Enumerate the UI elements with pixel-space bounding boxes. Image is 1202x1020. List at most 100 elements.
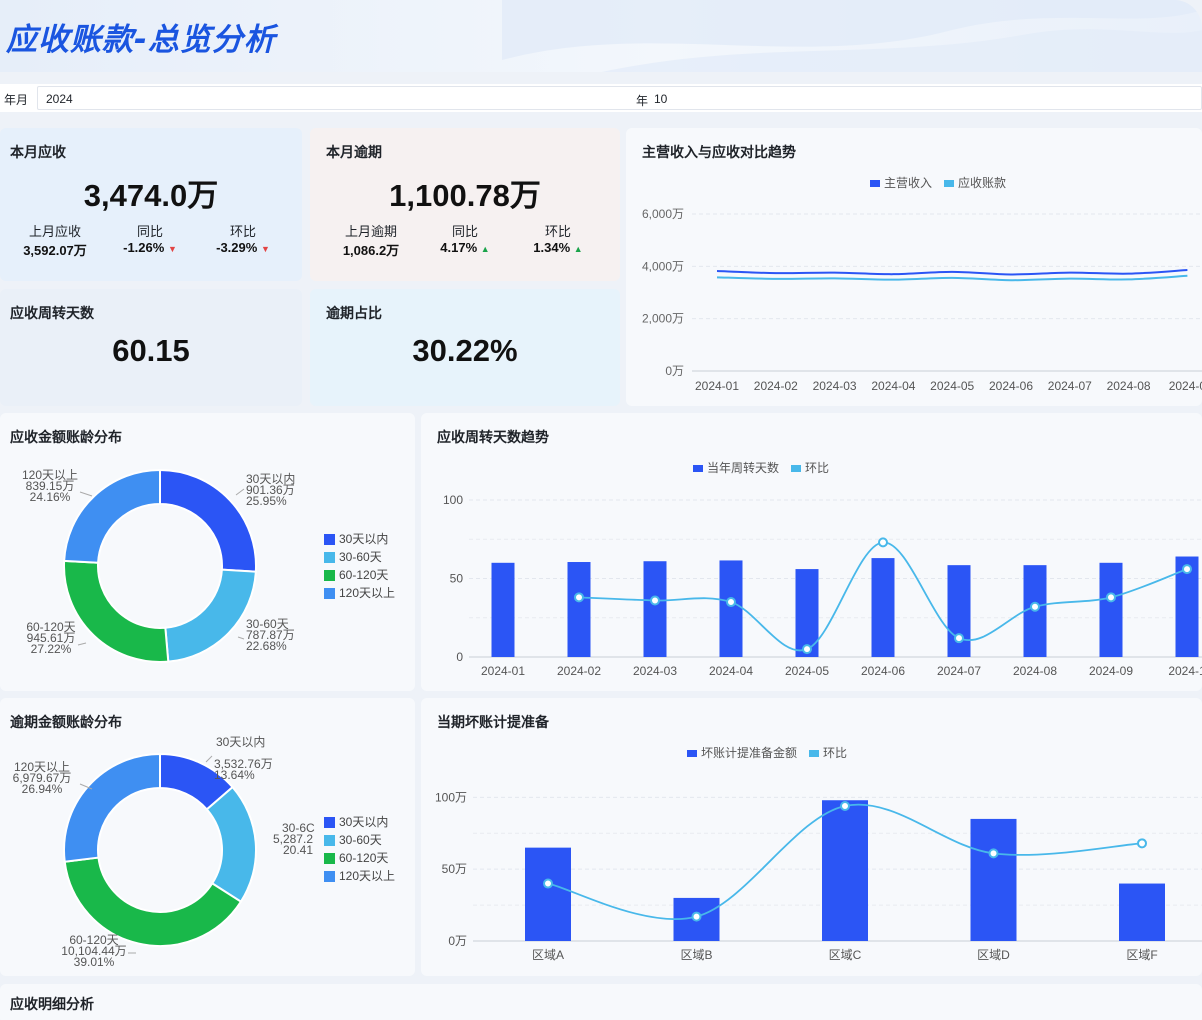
- x-tick-label: 2024-05: [785, 664, 829, 678]
- slice-label: 27.22%: [31, 642, 72, 656]
- chart-title: 主营收入与应收对比趋势: [642, 144, 796, 160]
- bar: [947, 565, 971, 657]
- legend-label: 30天以内: [339, 815, 388, 829]
- slice-label-clipped: 30天以内: [216, 735, 265, 749]
- kpi-title: 本月应收: [10, 144, 66, 160]
- kpi-prev: 上月应收 3,592.07万: [10, 221, 100, 259]
- page-title: 应收账款-总览分析: [6, 22, 276, 58]
- legend-label: 环比: [805, 461, 829, 475]
- line-point: [954, 633, 964, 644]
- x-tick-label: 2024-0: [1169, 379, 1202, 393]
- kpi-yoy-value: -1.26%: [123, 240, 165, 255]
- slice-label: 30-60天: [246, 617, 289, 631]
- slice-label: 30天以内: [246, 472, 295, 486]
- x-tick-label: 2024-08: [1107, 379, 1151, 393]
- kpi-prev-label: 上月应收: [28, 224, 81, 239]
- bar: [1175, 556, 1199, 657]
- section-title: 应收明细分析: [10, 996, 94, 1012]
- turnover-days-bar-chart[interactable]: 当年周转天数 环比 0 50 100 2024-01 2024-02 2024-03 2024-…: [421, 413, 1202, 691]
- year-unit: 年: [636, 94, 649, 108]
- bar: [719, 560, 743, 657]
- x-tick-label: 2024-09: [1089, 664, 1133, 678]
- kpi-mom: 环比 -3.29% ▼: [198, 221, 288, 255]
- chart-card-revenue-trend: 主营收入与应收对比趋势 主营收入 应收账款 0万 2,000万 4,000万 6,000万…: [626, 128, 1202, 406]
- year-month-picker[interactable]: 2024 年 10: [37, 86, 1202, 110]
- legend-label: 60-120天: [339, 851, 388, 865]
- x-tick-label: 区域C: [829, 948, 862, 962]
- legend-label: 主营收入: [884, 176, 932, 190]
- donut-slice-3: [63, 468, 161, 564]
- legend-label: 应收账款: [958, 175, 1006, 190]
- legend-swatch: [809, 750, 819, 757]
- donut-slice-3: [63, 752, 161, 863]
- bar: [491, 562, 515, 657]
- legend-swatch: [324, 853, 335, 864]
- month-value: 10: [654, 92, 668, 106]
- line-point: [802, 644, 812, 655]
- bar: [822, 800, 868, 941]
- legend-swatch: [324, 817, 335, 828]
- x-tick-label: 2024-01: [481, 664, 525, 678]
- line-point: [878, 537, 888, 548]
- kpi-prev: 上月逾期 1,086.2万: [326, 221, 416, 259]
- bar: [1099, 562, 1123, 657]
- legend-label: 当年周转天数: [707, 460, 779, 475]
- chart-title: 当期坏账计提准备: [437, 714, 549, 730]
- line-point: [691, 911, 702, 922]
- label-leader-line: [77, 642, 87, 646]
- kpi-yoy: 同比 -1.26% ▼: [105, 221, 195, 255]
- kpi-card-overdue-ratio: 逾期占比 30.22%: [310, 289, 620, 406]
- receivable-aging-donut-chart[interactable]: 30天以内30-60天60-120天120天以上30天以内901.36万25.9…: [0, 413, 415, 691]
- slice-label: 25.95%: [246, 494, 287, 508]
- legend-swatch: [687, 750, 697, 757]
- y-tick-label: 0: [456, 650, 463, 664]
- slice-label: 839.15万: [26, 479, 75, 493]
- label-leader-line: [79, 491, 93, 497]
- x-tick-label: 2024-02: [557, 664, 601, 678]
- chart-card-turnover-trend: 应收周转天数趋势 当年周转天数 环比 0 50 100 2024-01 2024-02 202…: [421, 413, 1202, 691]
- up-arrow-icon: ▲: [573, 244, 583, 254]
- kpi-card-overdue: 本月逾期 1,100.78万 上月逾期 1,086.2万 同比 4.17% ▲ …: [310, 128, 620, 281]
- chart-card-bad-debt: 当期坏账计提准备 坏账计提准备金额 环比 0万 50万 100万 区域A 区域B 区域C 区域D…: [421, 698, 1202, 976]
- line-point: [840, 800, 850, 811]
- legend-label: 30天以内: [339, 532, 388, 546]
- legend-label: 120天以上: [339, 869, 395, 883]
- line-point: [650, 595, 660, 606]
- revenue-receivable-line-chart[interactable]: 主营收入 应收账款 0万 2,000万 4,000万 6,000万 2024-01 2024-…: [626, 128, 1202, 406]
- donut-slice-2: [63, 856, 243, 947]
- slice-label: 120天以上: [14, 760, 70, 774]
- bar: [795, 569, 819, 657]
- bar: [970, 818, 1017, 941]
- kpi-value: 60.15: [112, 333, 190, 368]
- line-point: [988, 848, 999, 859]
- x-tick-label: 2024-03: [813, 379, 857, 393]
- bar: [643, 561, 667, 657]
- x-tick-label: 区域F: [1126, 948, 1157, 962]
- slice-label: 60-120天: [26, 620, 75, 634]
- legend-swatch: [791, 465, 801, 472]
- x-tick-label: 2024-05: [930, 379, 974, 393]
- label-leader-line: [235, 488, 245, 496]
- kpi-card-turnover: 应收周转天数 60.15: [0, 289, 302, 406]
- legend-swatch: [944, 180, 954, 187]
- legend-swatch: [324, 570, 335, 581]
- legend-label: 坏账计提准备金额: [701, 745, 797, 760]
- chart-card-overdue-aging: 逾期金额账龄分布 30天以内 30-60天 60-120天 120天以上 3,532.7…: [0, 698, 415, 976]
- donut-slice-1: [164, 568, 257, 663]
- y-tick-label: 50万: [442, 862, 467, 876]
- slice-label: 39.01%: [74, 955, 115, 969]
- y-tick-label: 0万: [448, 934, 467, 948]
- header-wave-decoration: [502, 0, 1202, 72]
- x-tick-label: 2024-06: [861, 664, 905, 678]
- series-line-1: [716, 274, 1188, 282]
- detail-section: 应收明细分析: [0, 984, 1202, 1020]
- x-tick-label: 区域B: [680, 948, 712, 962]
- series-line-0: [716, 268, 1188, 276]
- line-point: [543, 878, 553, 889]
- legend-label: 120天以上: [339, 586, 395, 600]
- kpi-prev-value: 1,086.2万: [342, 243, 400, 258]
- kpi-mom-label: 环比: [229, 224, 256, 239]
- label-leader-line: [237, 636, 245, 640]
